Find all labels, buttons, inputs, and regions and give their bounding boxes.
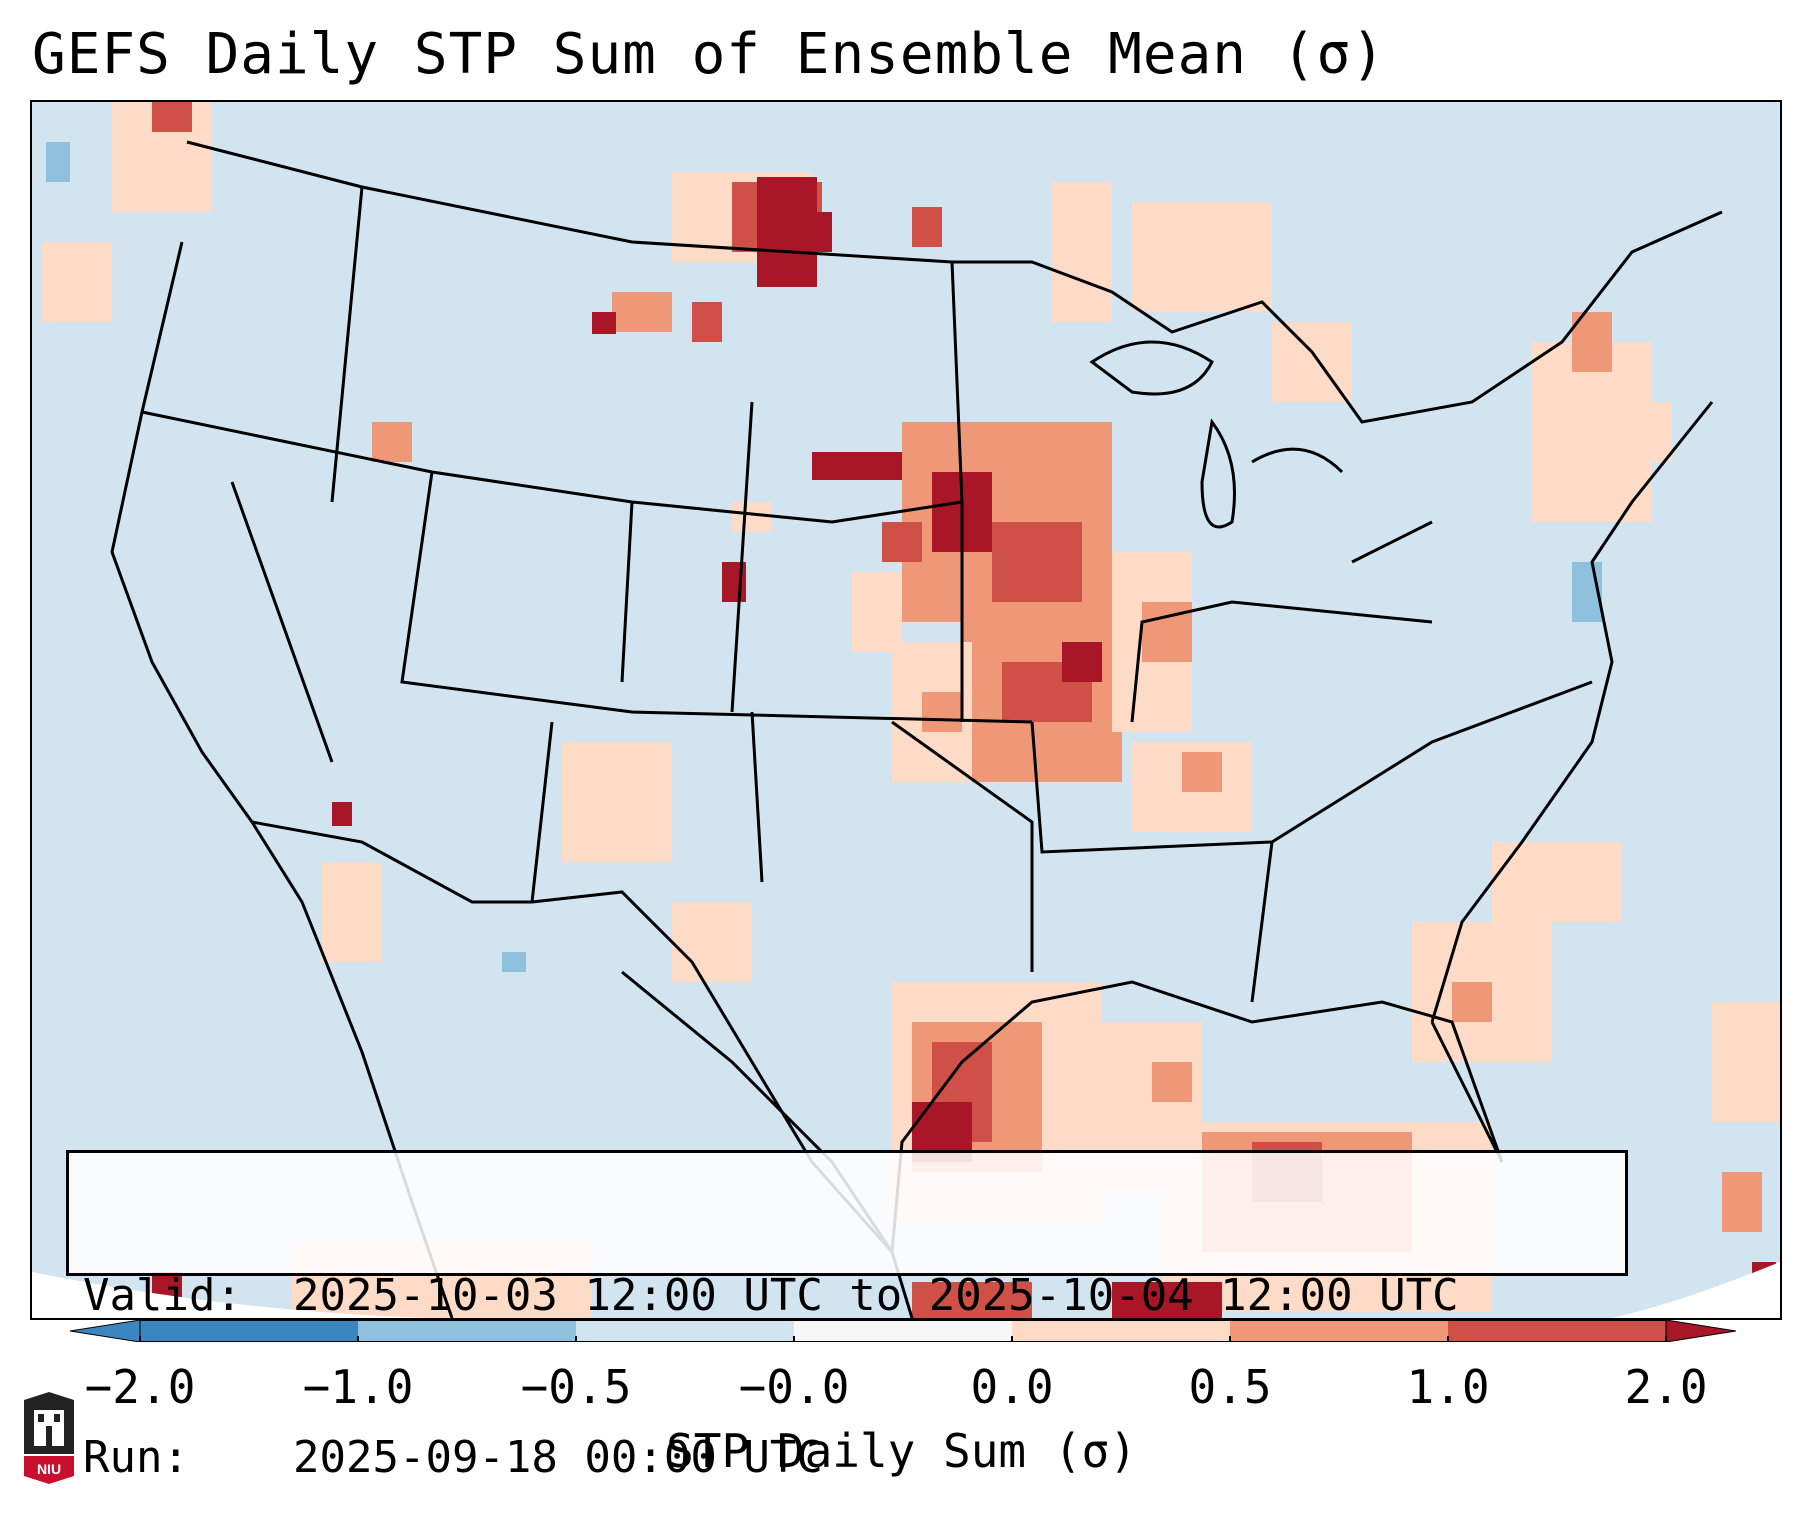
colorbar-segment (1448, 1320, 1667, 1342)
colorbar-tick-label: −1.0 (302, 1360, 414, 1414)
state-lines (141, 186, 1593, 1003)
stp-cell (912, 207, 942, 247)
map-svg (32, 102, 1780, 1318)
west-coast (110, 241, 454, 1318)
stp-cell (732, 502, 772, 532)
run-row: Run: 2025-09-18 00:00 UTC (83, 1431, 1611, 1485)
stp-cell (692, 302, 722, 342)
colorbar-segment (1012, 1320, 1231, 1342)
stp-cell (672, 902, 752, 982)
stp-cell (1142, 602, 1192, 662)
map-panel (30, 100, 1782, 1320)
colorbar-segment (1230, 1320, 1449, 1342)
stp-cell (42, 242, 112, 322)
info-box: Valid: 2025-10-03 12:00 UTC to 2025-10-04… (66, 1150, 1628, 1483)
stp-cell (1112, 1282, 1222, 1318)
great-lakes (1089, 340, 1433, 564)
colorbar-label: STP Daily Sum (σ) (666, 1424, 1137, 1478)
stp-cell (1452, 982, 1492, 1022)
valid-label: Valid: (83, 1270, 242, 1321)
stp-cell (922, 692, 962, 732)
stp-cell (912, 1282, 1032, 1318)
colorbar-segment (140, 1320, 359, 1342)
colorbar-tick-label: 0.5 (1188, 1360, 1272, 1414)
colorbar-tick-label: 2.0 (1624, 1360, 1708, 1414)
run-label: Run: (83, 1432, 189, 1483)
stp-cell (372, 422, 412, 462)
colorbar-tick-label: 0.0 (970, 1360, 1054, 1414)
stp-cell (502, 952, 526, 972)
niu-logo-icon: NIU (24, 1392, 74, 1484)
colorbar (70, 1320, 1736, 1342)
stp-cell (1632, 402, 1672, 462)
stp-cell (46, 142, 70, 182)
us-canada-border (186, 140, 1723, 424)
colorbar-tick-label: −0.0 (738, 1360, 850, 1414)
projection-edge (1612, 1262, 1780, 1318)
us-mexico-border (251, 820, 894, 1253)
stp-cell (1052, 182, 1112, 322)
stp-cell (1722, 1172, 1762, 1232)
stp-cell (852, 572, 902, 652)
stp-cell (322, 862, 382, 962)
stp-cell (992, 522, 1082, 612)
valid-row: Valid: 2025-10-03 12:00 UTC to 2025-10-04… (83, 1269, 1611, 1323)
stp-cell (1182, 752, 1222, 792)
colorbar-extend-high (1665, 1320, 1736, 1342)
page-title: GEFS Daily STP Sum of Ensemble Mean (σ) (32, 22, 1386, 87)
projection-edge (32, 1272, 432, 1318)
stp-cell (152, 102, 192, 132)
colorbar-segment (358, 1320, 577, 1342)
logo-text: NIU (37, 1461, 61, 1477)
stp-cell (1712, 1002, 1780, 1122)
east-coast (1430, 401, 1714, 1023)
colorbar-segment (794, 1320, 1013, 1342)
stp-cell (1062, 642, 1102, 682)
stp-cell (792, 212, 832, 252)
colorbar-extend-low (70, 1320, 141, 1342)
colorbar-border (139, 1320, 1667, 1342)
stp-cell (1132, 202, 1272, 312)
stp-cell (332, 802, 352, 826)
colorbar-tick-label: −0.5 (520, 1360, 632, 1414)
run-value: 2025-09-18 00:00 UTC (293, 1432, 823, 1483)
stp-cell (592, 312, 616, 334)
colorbar-tick-label: −2.0 (84, 1360, 196, 1414)
stp-cell (612, 292, 672, 332)
stp-cell (882, 522, 922, 562)
colorbar-tick-label: 1.0 (1406, 1360, 1490, 1414)
stp-cell (812, 452, 902, 480)
valid-value: 2025-10-03 12:00 UTC to 2025-10-04 12:00… (293, 1270, 1459, 1321)
stp-cell (1152, 1062, 1192, 1102)
colorbar-segment (576, 1320, 795, 1342)
stp-cell (562, 742, 672, 862)
